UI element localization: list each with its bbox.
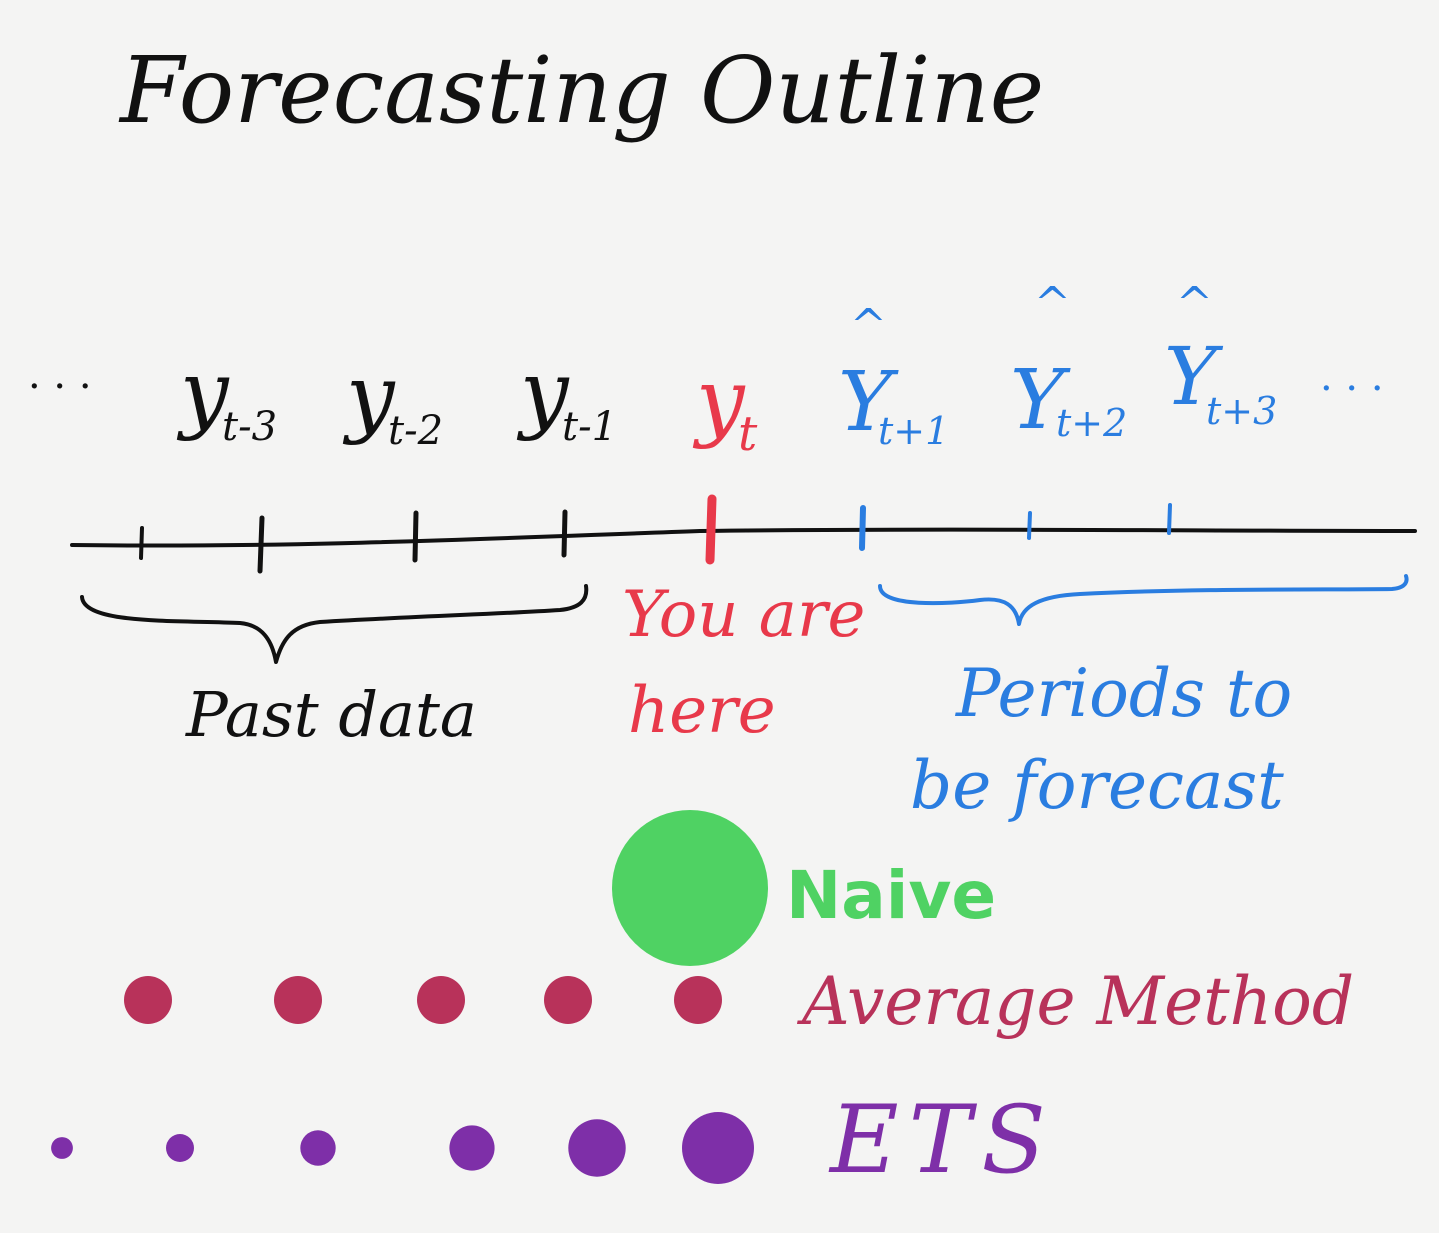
past-label-2-sub: t-2 bbox=[388, 408, 443, 454]
tick-forecast-1 bbox=[859, 505, 866, 551]
ets-label: ETS bbox=[828, 1086, 1056, 1195]
forecast-label-3-hat: ^ bbox=[1176, 278, 1213, 329]
current-label-sub: t bbox=[738, 406, 758, 462]
diagram-title: Forecasting Outline bbox=[118, 37, 1044, 144]
past-data-label: Past data bbox=[185, 678, 477, 751]
forecast-label-1-hat: ^ bbox=[850, 300, 887, 351]
periods-line2: be forecast bbox=[910, 747, 1284, 824]
forecast-label-2: ^ Y t+2 bbox=[1010, 278, 1127, 448]
tick-past-4 bbox=[561, 509, 568, 558]
average-weight-dot bbox=[674, 976, 722, 1024]
tick-forecast-2 bbox=[1027, 511, 1032, 540]
ets-weight-dots bbox=[51, 1112, 754, 1184]
you-are-here-line2: here bbox=[628, 674, 776, 748]
naive-label: Naive bbox=[786, 857, 996, 934]
timeline-axis bbox=[70, 527, 1417, 548]
forecast-label-3-sub: t+3 bbox=[1206, 389, 1277, 433]
ets-weight-dot bbox=[449, 1125, 495, 1171]
method-ets: ETS bbox=[51, 1086, 1056, 1195]
forecast-label-1-sub: t+1 bbox=[878, 409, 949, 453]
method-naive: Naive bbox=[612, 810, 996, 966]
forecast-label-2-base: Y bbox=[1010, 353, 1071, 448]
tick-past-1 bbox=[139, 526, 144, 560]
tick-past-3 bbox=[412, 510, 419, 563]
average-weight-dot bbox=[124, 976, 172, 1024]
tick-current bbox=[705, 494, 717, 565]
past-label-1: y t-3 bbox=[176, 343, 277, 450]
ets-weight-dot bbox=[51, 1137, 73, 1159]
periods-line1: Periods to bbox=[955, 655, 1292, 732]
current-label: y t bbox=[692, 351, 758, 462]
average-weight-dot bbox=[544, 976, 592, 1024]
average-weight-dot bbox=[417, 976, 465, 1024]
past-label-3: y t-1 bbox=[516, 343, 617, 450]
you-are-here-line1: You are bbox=[622, 578, 865, 652]
average-weight-dots bbox=[124, 976, 722, 1024]
ets-weight-dot bbox=[300, 1130, 336, 1166]
ellipsis-right: · · · bbox=[1320, 366, 1384, 412]
forecast-label-1-base: Y bbox=[838, 355, 899, 450]
past-label-1-sub: t-3 bbox=[222, 404, 277, 450]
average-weight-dot bbox=[274, 976, 322, 1024]
ellipsis-left: · · · bbox=[28, 364, 92, 410]
past-label-3-base: y bbox=[516, 343, 570, 443]
current-label-base: y bbox=[692, 351, 746, 451]
ets-weight-dot bbox=[682, 1112, 754, 1184]
forecast-label-3: ^ Y t+3 bbox=[1164, 278, 1277, 433]
method-average: Average Method bbox=[124, 963, 1354, 1040]
average-label: Average Method bbox=[796, 963, 1354, 1040]
forecast-brace bbox=[878, 574, 1409, 626]
past-data-brace bbox=[80, 584, 589, 664]
ets-weight-dot bbox=[166, 1134, 194, 1162]
forecast-label-2-hat: ^ bbox=[1034, 278, 1071, 329]
forecast-label-1: ^ Y t+1 bbox=[838, 300, 949, 453]
forecast-label-3-base: Y bbox=[1164, 330, 1224, 423]
past-label-3-sub: t-1 bbox=[562, 404, 617, 450]
tick-forecast-3 bbox=[1167, 503, 1172, 535]
naive-weight-dots bbox=[612, 810, 768, 966]
past-label-2: y t-2 bbox=[342, 347, 443, 454]
past-label-2-base: y bbox=[342, 347, 396, 447]
forecast-label-2-sub: t+2 bbox=[1056, 401, 1127, 445]
ets-weight-dot bbox=[568, 1119, 626, 1177]
past-label-1-base: y bbox=[176, 343, 230, 443]
naive-weight-dot bbox=[612, 810, 768, 966]
tick-past-2 bbox=[257, 515, 265, 574]
